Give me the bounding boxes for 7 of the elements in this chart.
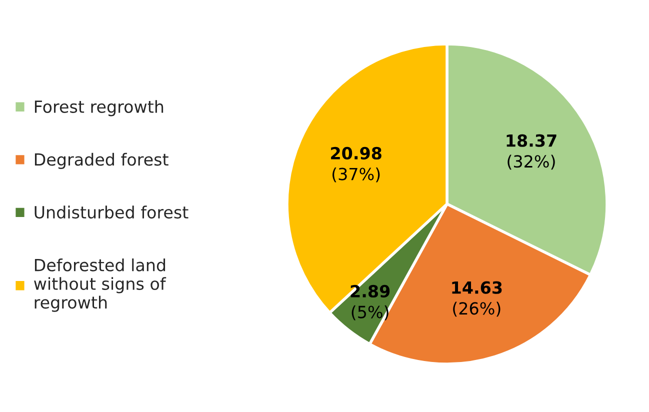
legend-label: Deforested land without signs of regrowth bbox=[34, 258, 166, 312]
data-label: 20.98 (37%) bbox=[331, 146, 382, 182]
data-label: 18.37 (32%) bbox=[506, 134, 556, 170]
legend-label: Undisturbed forest bbox=[34, 206, 188, 219]
legend-label: Degraded forest bbox=[34, 152, 168, 170]
data-label: 14.63 (26%) bbox=[452, 281, 502, 317]
legend-label: Forest regrowth bbox=[34, 100, 164, 116]
